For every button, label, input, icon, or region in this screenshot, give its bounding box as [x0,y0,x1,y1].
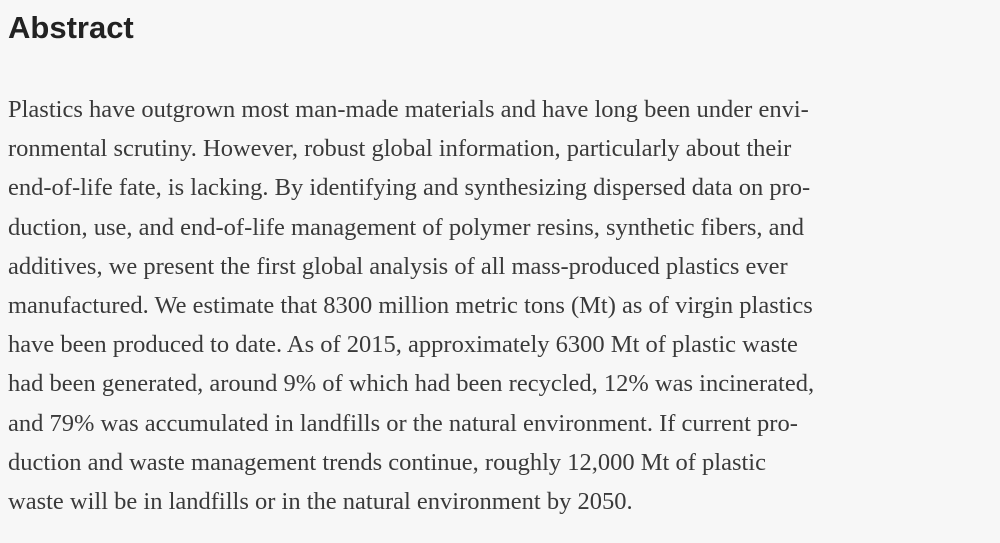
abstract-line: and 79% was accumulated in landfills or … [8,409,798,437]
abstract-body: Plastics have outgrown most man-made mat… [8,90,814,521]
abstract-line: manufactured. We estimate that 8300 mill… [8,291,813,319]
abstract-line: duction and waste management trends cont… [8,448,766,476]
abstract-line: have been produced to date. As of 2015, … [8,331,798,359]
abstract-line: end-of-life fate, is lacking. By identif… [8,174,811,202]
abstract-line: additives, we present the first global a… [8,252,788,280]
abstract-heading: Abstract [8,10,134,45]
abstract-line: Plastics have outgrown most man-made mat… [8,96,809,123]
abstract-line: had been generated, around 9% of which h… [8,370,815,398]
abstract-line: ronmental scrutiny. However, robust glob… [8,135,792,163]
abstract-line: waste will be in landfills or in the nat… [8,487,633,515]
abstract-line: duction, use, and end-of-life management… [8,213,805,241]
